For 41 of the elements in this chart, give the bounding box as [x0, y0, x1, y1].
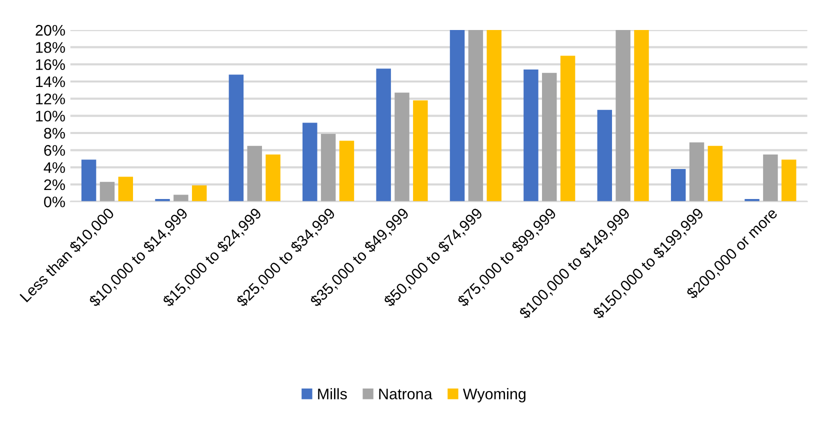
- y-tick-label: 4%: [44, 162, 65, 173]
- y-tick-label: 20%: [36, 24, 65, 36]
- bar: [616, 30, 630, 202]
- bar: [413, 100, 428, 202]
- y-tick-label: 10%: [36, 110, 65, 122]
- bar: [560, 56, 576, 202]
- bar: [597, 110, 612, 202]
- bar: [228, 74, 244, 202]
- bar: [486, 30, 502, 202]
- y-tick-label: 14%: [36, 76, 65, 88]
- legend-label: Mills: [318, 388, 347, 400]
- y-tick-label: 2%: [44, 179, 65, 190]
- bar: [763, 154, 778, 202]
- legend-label: Natrona: [379, 388, 432, 400]
- bar: [81, 160, 96, 202]
- bar: [302, 122, 318, 202]
- y-tick-label: 16%: [36, 59, 65, 70]
- y-tick-label: 6%: [44, 145, 65, 156]
- bar: [634, 30, 649, 202]
- bar: [524, 70, 538, 202]
- legend-label: Wyoming: [462, 388, 526, 402]
- bar: [376, 68, 391, 202]
- bar: [339, 140, 354, 202]
- bar: [394, 92, 410, 202]
- y-tick-label: 0%: [44, 196, 65, 208]
- bar: [118, 176, 134, 202]
- bar: [100, 182, 115, 202]
- y-tick-label: 18%: [36, 42, 65, 53]
- y-tick-label: 12%: [36, 94, 65, 104]
- bar: [782, 160, 796, 202]
- bar: [192, 185, 207, 202]
- bar: [450, 30, 465, 202]
- bar: [689, 142, 704, 202]
- bar: [542, 72, 557, 202]
- bar: [708, 146, 723, 202]
- bar: [468, 30, 484, 202]
- y-tick-label: 8%: [44, 128, 65, 139]
- bar: [247, 146, 262, 202]
- bar: [320, 134, 336, 202]
- bar: [670, 169, 686, 202]
- bar: [266, 154, 280, 202]
